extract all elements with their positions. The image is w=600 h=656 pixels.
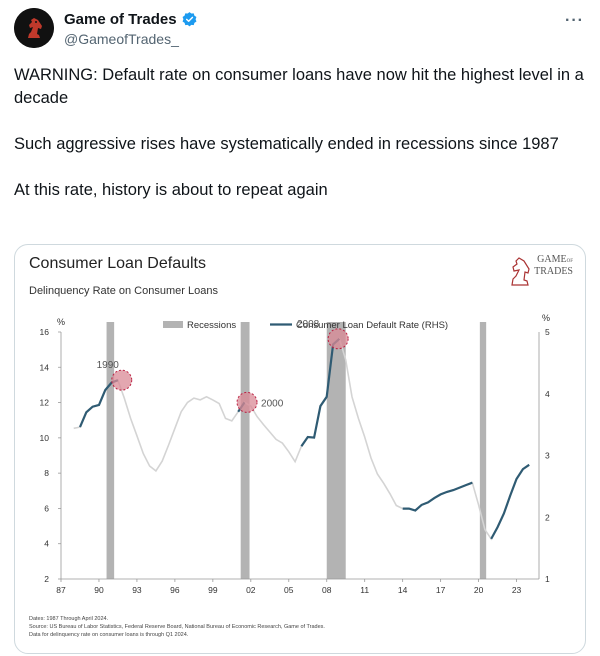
x-tick-label: 05 [284,585,294,595]
avatar[interactable] [14,8,54,48]
x-tick-label: 23 [512,585,522,595]
left-tick-label: 8 [44,468,49,478]
footnote-dates: Dates: 1987 Through April 2024. [29,616,109,622]
right-tick-label: 1 [545,574,550,584]
left-tick-label: 16 [40,327,50,337]
x-tick-label: 08 [322,585,332,595]
highlight-marker [327,328,349,350]
highlight-label: 1990 [97,360,120,371]
series-line-segment [490,463,530,540]
name-row: Game of Trades [64,11,198,28]
x-tick-label: 17 [436,585,446,595]
tweet-header: Game of Trades @GameofTrades_ ··· [14,8,586,52]
x-tick-label: 14 [398,585,408,595]
tweet-paragraph: Such aggressive rises have systematicall… [14,135,559,153]
chart-footnotes: Dates: 1987 Through April 2024. Source: … [29,615,325,639]
recession-band [106,322,115,579]
series-line-segment [402,481,473,512]
more-horizontal-icon[interactable]: ··· [565,12,584,29]
highlight-label: 2000 [261,398,284,409]
brand-line1: GAME [537,254,567,265]
legend-series-label: Consumer Loan Default Rate (RHS) [296,320,448,331]
handle[interactable]: @GameofTrades_ [64,31,179,47]
game-of-trades-brand: GAMEOF TRADES [509,249,573,293]
tweet-text: WARNING: Default rate on consumer loans … [14,64,584,225]
left-tick-label: 6 [44,503,49,513]
knight-logo-icon [511,257,530,286]
highlight-label: 2008 [297,319,320,330]
left-tick-label: 12 [40,398,50,408]
x-tick-label: 87 [56,585,66,595]
footnote-data: Data for delinquency rate on consumer lo… [29,632,189,638]
highlight-marker [111,369,133,391]
right-tick-label: 3 [545,451,550,461]
brand-of: OF [566,259,573,264]
x-tick-label: 20 [474,585,484,595]
chart-title: Consumer Loan Defaults [29,255,206,272]
left-tick-label: 14 [40,362,50,372]
brand-line2: TRADES [534,266,573,277]
right-tick-label: 4 [545,389,550,399]
tweet-paragraph: At this rate, history is about to repeat… [14,181,328,199]
series-line-background [73,337,530,541]
left-tick-label: 4 [44,539,49,549]
right-tick-label: 5 [545,327,550,337]
x-tick-label: 93 [132,585,142,595]
right-tick-label: 2 [545,512,550,522]
recession-band [479,322,487,579]
left-tick-label: 2 [44,574,49,584]
verified-badge-icon [182,12,196,27]
x-tick-label: 99 [208,585,218,595]
legend-recessions-swatch [163,321,183,328]
recession-band [326,322,346,579]
knight-logo-icon [14,8,54,48]
recession-band [240,322,250,579]
highlight-marker [236,391,258,413]
chart-image[interactable]: Consumer Loan Defaults Delinquency Rate … [14,244,586,654]
brand-text: GAMEOF TRADES [534,255,573,277]
legend-recessions-label: Recessions [187,320,236,331]
tweet-paragraph: WARNING: Default rate on consumer loans … [14,66,584,107]
x-tick-label: 96 [170,585,180,595]
chart-subtitle: Delinquency Rate on Consumer Loans [29,285,218,297]
left-axis-unit: % [57,317,65,327]
x-tick-label: 11 [360,585,369,595]
right-axis-unit: % [542,313,550,323]
x-tick-label: 02 [246,585,256,595]
display-name[interactable]: Game of Trades [64,11,177,28]
footnote-source: Source: US Bureau of Labor Statistics, F… [29,624,325,630]
left-tick-label: 10 [40,433,50,443]
x-tick-label: 90 [94,585,104,595]
